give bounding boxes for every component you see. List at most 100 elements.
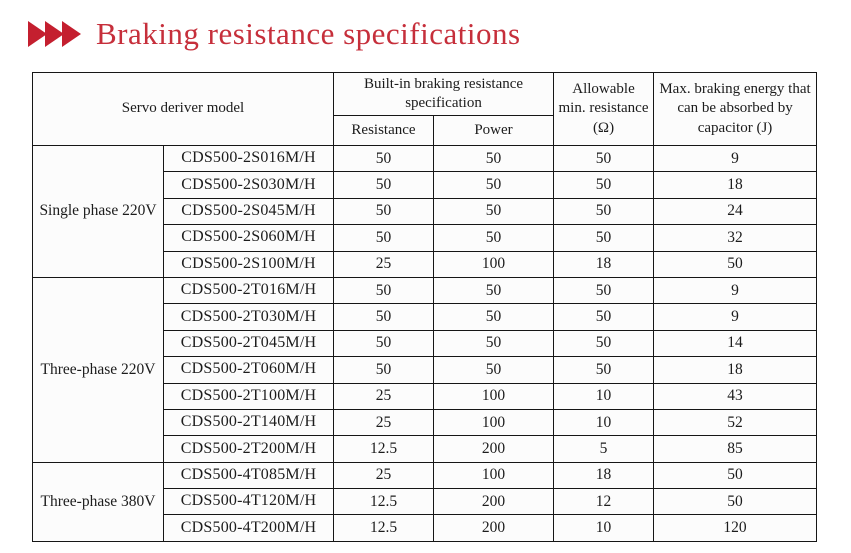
power-cell: 50	[432, 356, 555, 384]
max-energy-cell: 9	[653, 276, 818, 305]
model-cell: CDS500-2S016M/H	[163, 144, 334, 173]
group-label-single-phase-220v: Single phase 220V	[32, 145, 164, 278]
allowable-min-cell: 18	[553, 250, 655, 278]
power-cell: 100	[432, 461, 555, 490]
model-cell: CDS500-2T060M/H	[163, 356, 334, 384]
resistance-cell: 12.5	[333, 488, 434, 516]
max-energy-cell: 14	[653, 329, 818, 358]
model-cell: CDS500-2T140M/H	[163, 408, 334, 437]
power-cell: 100	[432, 250, 555, 278]
allowable-min-cell: 12	[553, 488, 655, 516]
power-cell: 200	[432, 488, 555, 516]
model-cell: CDS500-2T030M/H	[163, 303, 334, 331]
model-cell: CDS500-4T200M/H	[163, 514, 334, 542]
header-max-energy: Max. braking energy that can be absorbed…	[653, 72, 818, 146]
max-energy-cell: 43	[653, 382, 818, 410]
braking-resistance-table: Servo deriver model Built-in braking res…	[32, 72, 818, 543]
power-cell: 200	[432, 435, 555, 463]
table-row: Single phase 220V CDS500-2S016M/H 50 50 …	[32, 144, 818, 278]
resistance-cell: 25	[333, 250, 434, 278]
header-builtin-spec: Built-in braking resistance specificatio…	[332, 72, 555, 116]
max-energy-cell: 85	[653, 435, 818, 463]
power-cell: 200	[432, 514, 555, 542]
header-row-2: Resistance Power	[33, 115, 817, 146]
model-cell: CDS500-2T100M/H	[163, 382, 334, 410]
max-energy-cell: 9	[653, 303, 818, 331]
power-cell: 100	[432, 382, 555, 410]
resistance-cell: 25	[333, 382, 434, 410]
table-row: CDS500-2T060M/H 50 50 50 18	[33, 356, 818, 384]
table-row: CDS500-2S045M/H 50 50 50 24	[33, 197, 818, 226]
model-cell: CDS500-2S045M/H	[163, 197, 334, 226]
header-allowable-min: Allowable min. resistance (Ω)	[553, 72, 655, 146]
page-title: Braking resistance specifications	[96, 16, 521, 51]
table-row: CDS500-2T030M/H 50 50 50 9	[33, 303, 818, 331]
table-row: CDS500-2S060M/H 50 50 50 32	[33, 224, 818, 252]
allowable-min-cell: 50	[553, 329, 655, 358]
max-energy-cell: 9	[653, 144, 818, 173]
resistance-cell: 25	[333, 461, 434, 490]
resistance-cell: 12.5	[333, 514, 434, 542]
model-cell: CDS500-2S060M/H	[163, 224, 334, 252]
resistance-cell: 50	[333, 171, 434, 199]
power-cell: 50	[432, 329, 555, 358]
allowable-min-cell: 10	[553, 382, 655, 410]
header-power: Power	[432, 115, 555, 146]
max-energy-cell: 120	[653, 514, 818, 542]
header-servo-model: Servo deriver model	[32, 72, 334, 146]
max-energy-cell: 18	[653, 171, 818, 199]
model-cell: CDS500-2T200M/H	[163, 435, 334, 463]
resistance-cell: 50	[333, 144, 434, 173]
max-energy-cell: 32	[653, 224, 818, 252]
allowable-min-cell: 50	[553, 171, 655, 199]
power-cell: 50	[432, 171, 555, 199]
resistance-cell: 50	[333, 224, 434, 252]
header-row-1: Servo deriver model Built-in braking res…	[32, 72, 818, 146]
max-energy-cell: 50	[653, 250, 818, 278]
model-cell: CDS500-2T045M/H	[163, 329, 334, 358]
model-cell: CDS500-4T085M/H	[163, 461, 334, 490]
allowable-min-cell: 50	[553, 303, 655, 331]
allowable-min-cell: 5	[553, 435, 655, 463]
power-cell: 50	[432, 276, 555, 305]
resistance-cell: 50	[333, 329, 434, 358]
max-energy-cell: 50	[653, 461, 818, 490]
table-row: Three-phase 220V CDS500-2T016M/H 50 50 5…	[32, 276, 818, 463]
group-label-three-phase-380v: Three-phase 380V	[32, 461, 164, 543]
power-cell: 50	[432, 144, 555, 173]
model-cell: CDS500-2T016M/H	[163, 276, 334, 305]
allowable-min-cell: 50	[553, 144, 655, 173]
table-row: CDS500-4T120M/H 12.5 200 12 50	[33, 488, 818, 516]
model-cell: CDS500-4T120M/H	[163, 488, 334, 516]
resistance-cell: 12.5	[333, 435, 434, 463]
max-energy-cell: 52	[653, 408, 818, 437]
max-energy-cell: 24	[653, 197, 818, 226]
allowable-min-cell: 10	[553, 514, 655, 542]
allowable-min-cell: 18	[553, 461, 655, 490]
resistance-cell: 50	[333, 197, 434, 226]
allowable-min-cell: 50	[553, 197, 655, 226]
model-cell: CDS500-2S100M/H	[163, 250, 334, 278]
power-cell: 100	[432, 408, 555, 437]
section-title-row: Braking resistance specifications	[28, 12, 521, 56]
model-cell: CDS500-2S030M/H	[163, 171, 334, 199]
power-cell: 50	[432, 224, 555, 252]
triple-arrow-icon	[28, 20, 84, 48]
table-row: CDS500-2T200M/H 12.5 200 5 85	[33, 435, 818, 463]
allowable-min-cell: 50	[553, 224, 655, 252]
max-energy-cell: 18	[653, 356, 818, 384]
allowable-min-cell: 50	[553, 276, 655, 305]
power-cell: 50	[432, 197, 555, 226]
allowable-min-cell: 50	[553, 356, 655, 384]
power-cell: 50	[432, 303, 555, 331]
resistance-cell: 50	[333, 276, 434, 305]
table-row: Three-phase 380V CDS500-4T085M/H 25 100 …	[32, 461, 818, 543]
table-row: CDS500-2S100M/H 25 100 18 50	[33, 250, 818, 278]
table-row: CDS500-2T140M/H 25 100 10 52	[33, 408, 818, 437]
resistance-cell: 25	[333, 408, 434, 437]
resistance-cell: 50	[333, 303, 434, 331]
group-label-three-phase-220v: Three-phase 220V	[32, 276, 164, 463]
max-energy-cell: 50	[653, 488, 818, 516]
resistance-cell: 50	[333, 356, 434, 384]
